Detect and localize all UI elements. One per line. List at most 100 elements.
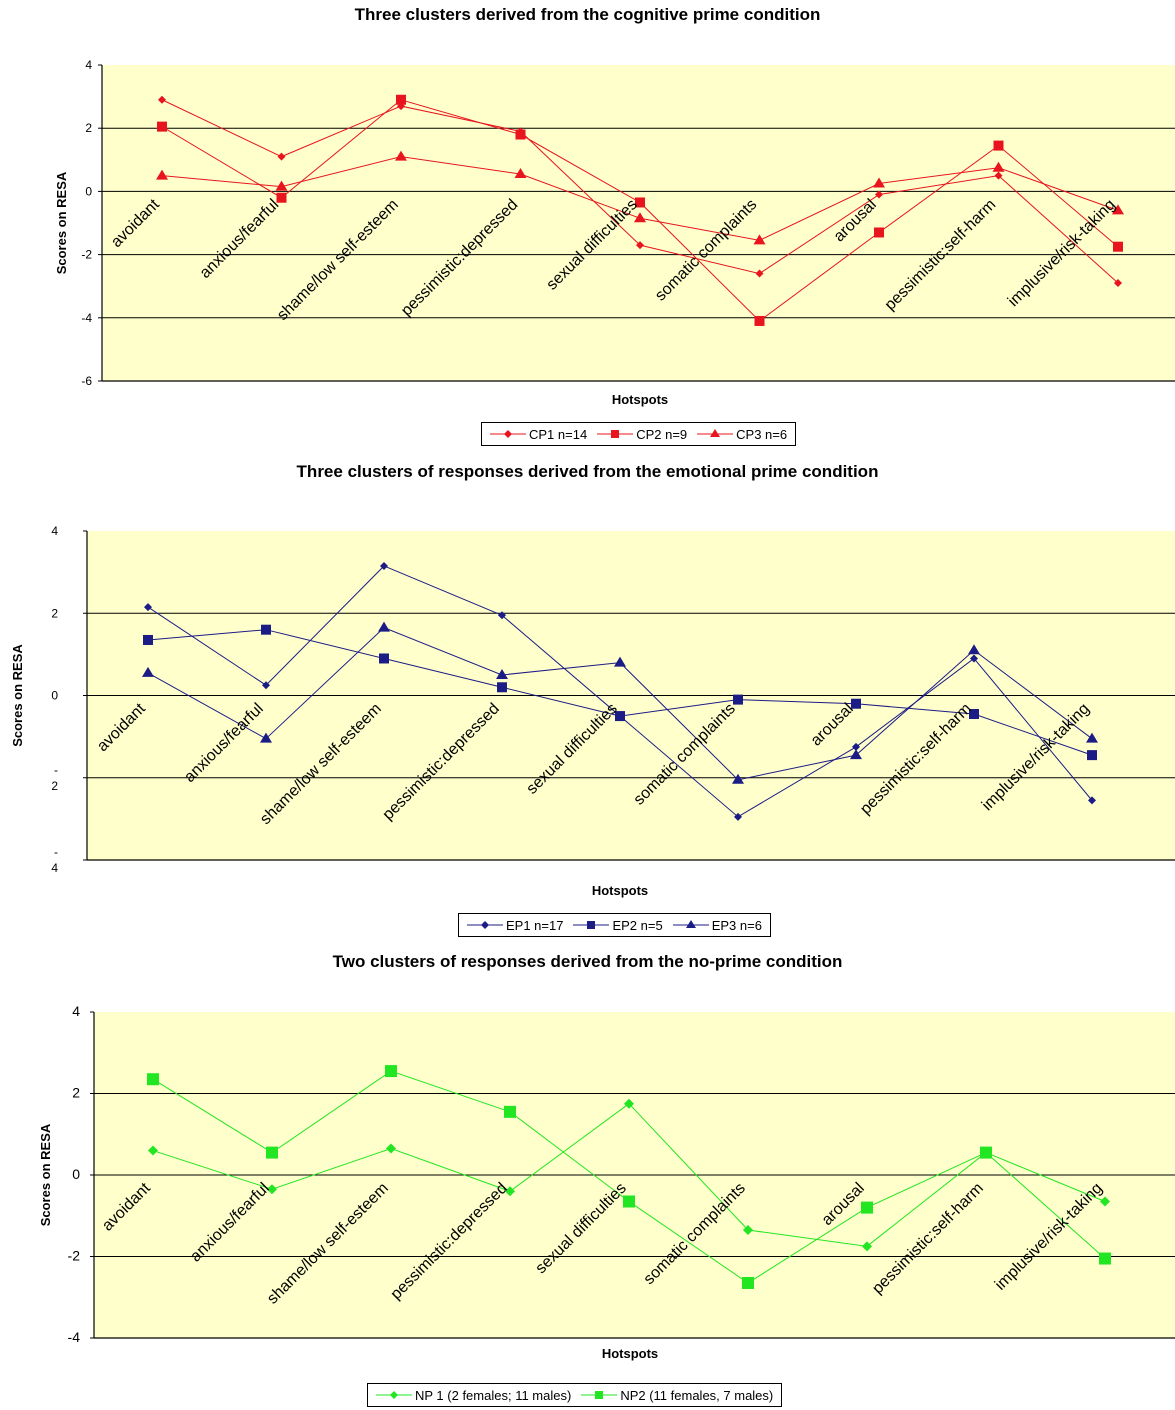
y-tick-label: 2 (85, 121, 92, 135)
data-point (615, 711, 625, 722)
data-point (624, 1098, 634, 1109)
legend-marker (504, 430, 512, 438)
data-point (969, 709, 979, 720)
chart-title: Three clusters of responses derived from… (296, 462, 879, 481)
data-point (970, 654, 978, 663)
data-point (614, 656, 626, 667)
legend-item: NP 1 (2 females; 11 males) (376, 1388, 571, 1403)
data-point (754, 315, 765, 326)
x-axis-label: Hotspots (602, 1346, 658, 1361)
series-3 (156, 150, 1124, 245)
legend-marker (390, 1391, 398, 1399)
data-point (262, 681, 270, 690)
y-tick-label: 4 (51, 524, 58, 538)
data-point (1100, 1196, 1110, 1207)
legend-label: CP2 n=9 (636, 426, 688, 442)
data-point (743, 1225, 753, 1236)
data-point (753, 234, 766, 245)
y-tick-label: 2 (51, 606, 58, 620)
y-tick-label: -2 (68, 1248, 81, 1264)
data-point (755, 269, 764, 278)
emotional-prime-chart: Three clusters of responses derived from… (0, 455, 1175, 950)
y-axis-label: Scores on RESA (54, 171, 69, 274)
legend-item: EP1 n=17 (467, 918, 563, 933)
legend-label: EP2 n=5 (612, 917, 663, 933)
data-point (994, 171, 1003, 180)
y-tick-label: 4 (85, 58, 92, 72)
y-tick-label: -4 (51, 845, 58, 875)
data-point (275, 180, 288, 191)
legend-marker (710, 429, 721, 437)
no-prime-chart: Two clusters of responses derived from t… (0, 950, 1175, 1410)
legend-label: EP1 n=17 (506, 917, 564, 933)
data-point (144, 603, 152, 612)
data-point (874, 227, 884, 238)
legend-label: CP3 n=6 (736, 426, 788, 442)
data-point (732, 773, 744, 784)
data-point (379, 653, 389, 664)
legend-swatch (672, 920, 709, 928)
data-point (142, 666, 154, 677)
data-point (260, 732, 272, 743)
series-1 (148, 1098, 1110, 1252)
data-point (380, 561, 388, 570)
data-point (148, 1145, 158, 1156)
data-point (993, 140, 1004, 151)
y-tick-label: 2 (72, 1085, 80, 1101)
data-point (498, 611, 506, 620)
y-tick-label: 4 (72, 1003, 80, 1019)
chart-legend: EP1 n=17 EP2 n=5 EP3 n=6 (458, 913, 771, 937)
data-point (980, 1146, 992, 1159)
data-point (395, 150, 407, 161)
y-tick-label: -6 (81, 374, 92, 388)
legend-marker (587, 921, 596, 929)
data-point (386, 1143, 396, 1154)
legend-swatch (467, 921, 503, 929)
legend-swatch (490, 430, 526, 438)
data-point (1113, 241, 1123, 252)
data-point (497, 682, 507, 693)
data-point (1087, 750, 1097, 761)
x-axis-label: Hotspots (612, 392, 668, 407)
series-2 (143, 624, 1097, 761)
data-point (862, 1241, 872, 1252)
data-point (623, 1195, 635, 1208)
data-point (276, 192, 287, 203)
data-point (385, 1065, 397, 1078)
legend-item: CP3 n=6 (697, 427, 787, 442)
legend-marker (595, 1391, 604, 1399)
data-point (1088, 796, 1096, 805)
chart-title: Two clusters of responses derived from t… (332, 952, 843, 971)
data-point (266, 1146, 278, 1159)
data-point (636, 241, 644, 250)
y-axis-label: Scores on RESA (38, 1123, 53, 1226)
data-point (261, 624, 271, 635)
x-axis-label: Hotspots (592, 883, 648, 898)
legend-item: EP2 n=5 (573, 917, 663, 933)
y-tick-label: -4 (81, 311, 92, 325)
y-axis-label: Scores on RESA (10, 644, 25, 747)
data-point (158, 95, 166, 104)
data-point (1112, 204, 1124, 215)
plot-area (102, 65, 1175, 381)
data-point (851, 698, 861, 709)
data-point (875, 190, 883, 199)
legend-label: EP3 n=6 (711, 917, 762, 933)
data-point (634, 212, 646, 223)
data-point (852, 742, 860, 751)
data-point (1099, 1252, 1111, 1265)
data-point (156, 169, 168, 180)
y-tick-label: 0 (51, 689, 58, 703)
y-tick-label: -4 (68, 1329, 81, 1345)
data-point (873, 177, 885, 188)
data-point (515, 129, 526, 140)
series-3 (142, 621, 1098, 784)
series-2 (147, 1065, 1111, 1289)
data-point (514, 168, 527, 179)
legend-item: NP2 (11 females, 7 males) (581, 1388, 773, 1403)
legend-swatch (597, 430, 634, 438)
y-tick-label: -2 (51, 763, 58, 793)
data-point (378, 621, 390, 632)
data-point (496, 668, 508, 679)
